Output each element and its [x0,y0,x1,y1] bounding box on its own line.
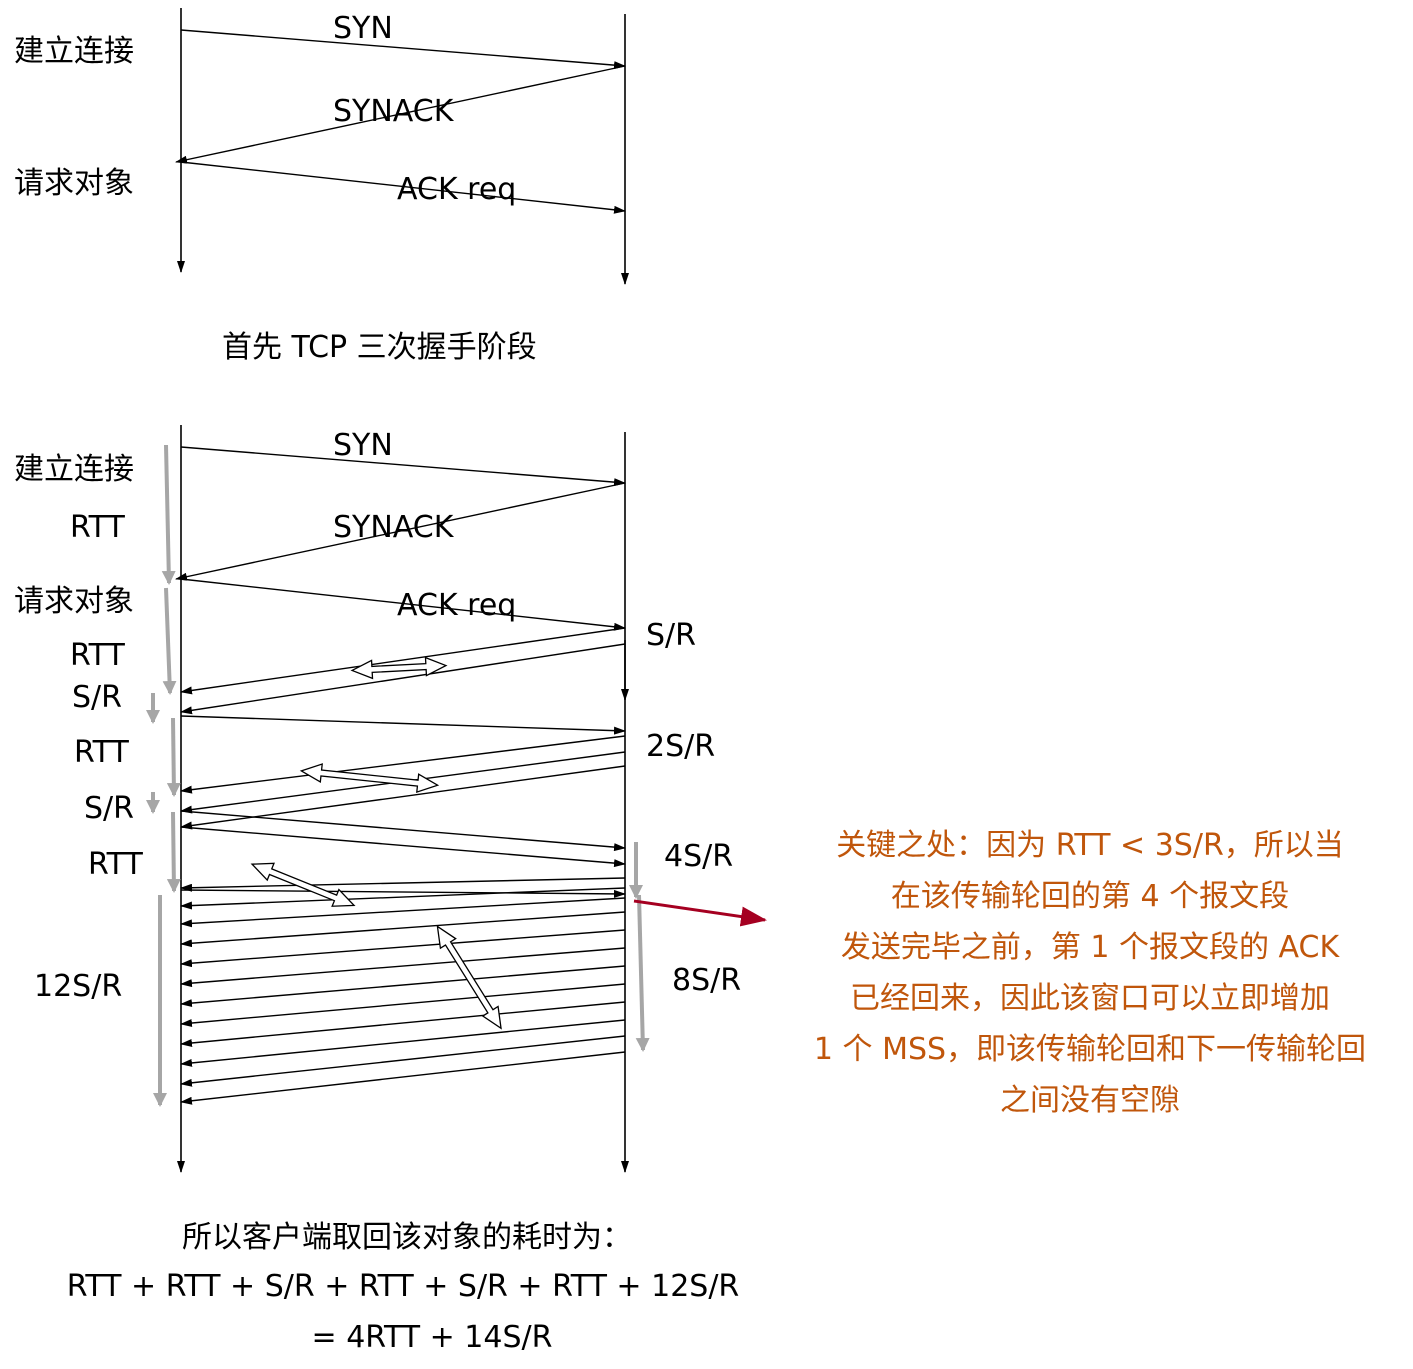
formula-line-2: RTT + RTT + S/R + RTT + S/R + RTT + 12S/… [66,1269,740,1304]
label-sr: S/R [72,680,122,715]
msg-ack-req: ACK req [397,588,517,623]
ack-arrow [180,715,626,735]
data-segment-arrow [180,643,626,715]
handshake-diagram [175,8,629,285]
double-arrow [299,763,440,794]
data-segment-arrow [180,983,626,1027]
msg-synack: SYNACK [333,94,454,129]
msg-ack-req: ACK req [397,172,517,207]
label-8sr: 8S/R [672,963,742,998]
rtt-interval-arrow [166,811,181,893]
rtt-interval-arrow [161,444,176,585]
data-segment-arrow [180,1001,626,1047]
ack-req-arrow [180,161,626,214]
rtt-interval-arrow [162,587,177,695]
data-segment-arrow [180,735,626,794]
data-segment-arrow [180,1051,626,1105]
note-line: 在该传输轮回的第 4 个报文段 [890,879,1290,914]
transmit-interval-arrow [635,894,650,1052]
syn-arrow [180,446,626,487]
data-segment-arrow [180,887,626,910]
double-arrow [250,862,356,907]
label-establish-connection: 建立连接 [14,34,134,69]
msg-syn: SYN [333,11,393,46]
data-segment-arrow [180,1035,626,1087]
ack-arrow [180,826,626,868]
data-segment-arrow [180,897,626,928]
slow-start-diagram [146,425,767,1173]
data-segment-arrow [180,947,626,988]
msg-synack: SYNACK [333,510,454,545]
double-arrow [436,925,502,1030]
label-rtt: RTT [70,510,125,545]
label-4sr: 4S/R [664,839,734,874]
formula-line-1: 所以客户端取回该对象的耗时为： [182,1220,632,1255]
label-rtt: RTT [70,638,125,673]
caption-handshake: 首先 TCP 三次握手阶段 [222,330,537,365]
label-sr: S/R [84,791,134,826]
data-segment-arrow [180,765,626,830]
note-line: 1 个 MSS，即该传输轮回和下一传输轮回 [813,1032,1367,1067]
label-request-object: 请求对象 [14,166,134,201]
label-rtt: RTT [74,735,129,770]
data-segment-arrow [180,911,626,948]
note-line: 之间没有空隙 [1000,1083,1180,1118]
note-line: 关键之处：因为 RTT < 3S/R，所以当 [836,828,1344,863]
synack-arrow [175,482,626,581]
data-segment-arrow [180,627,626,695]
label-rtt: RTT [88,847,143,882]
syn-arrow [180,29,626,70]
label-12sr: 12S/R [34,969,123,1004]
label-establish-connection: 建立连接 [14,452,134,487]
note-line: 发送完毕之前，第 1 个报文段的 ACK [840,930,1340,965]
data-segment-arrow [180,877,626,892]
label-sr-right: S/R [646,618,696,653]
double-arrow [350,656,448,680]
msg-syn: SYN [333,428,393,463]
label-request-object: 请求对象 [14,584,134,619]
ack-arrow [180,889,626,898]
data-segment-arrow [180,929,626,968]
ack-req-arrow [180,578,626,631]
note-pointer-arrow [633,899,767,927]
note-line: 已经回来，因此该窗口可以立即增加 [850,981,1330,1016]
synack-arrow [175,65,626,164]
formula-line-3: = 4RTT + 14S/R [311,1320,553,1355]
data-segment-arrow [180,1019,626,1067]
ack-arrow [180,810,626,852]
data-segment-arrow [180,965,626,1008]
rtt-interval-arrow [166,717,181,797]
key-point-note: 关键之处：因为 RTT < 3S/R，所以当 在该传输轮回的第 4 个报文段 发… [760,820,1413,1126]
label-2sr: 2S/R [646,729,716,764]
